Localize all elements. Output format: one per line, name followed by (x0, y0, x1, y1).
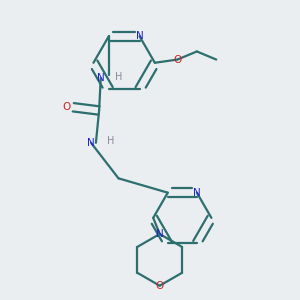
Text: N: N (156, 229, 164, 239)
Text: O: O (173, 55, 181, 64)
Text: O: O (63, 102, 71, 112)
Text: N: N (97, 73, 105, 83)
Text: H: H (107, 136, 114, 146)
Text: N: N (193, 188, 201, 198)
Text: H: H (115, 72, 122, 82)
Text: N: N (87, 138, 95, 148)
Text: O: O (156, 281, 164, 291)
Text: N: N (136, 31, 143, 41)
